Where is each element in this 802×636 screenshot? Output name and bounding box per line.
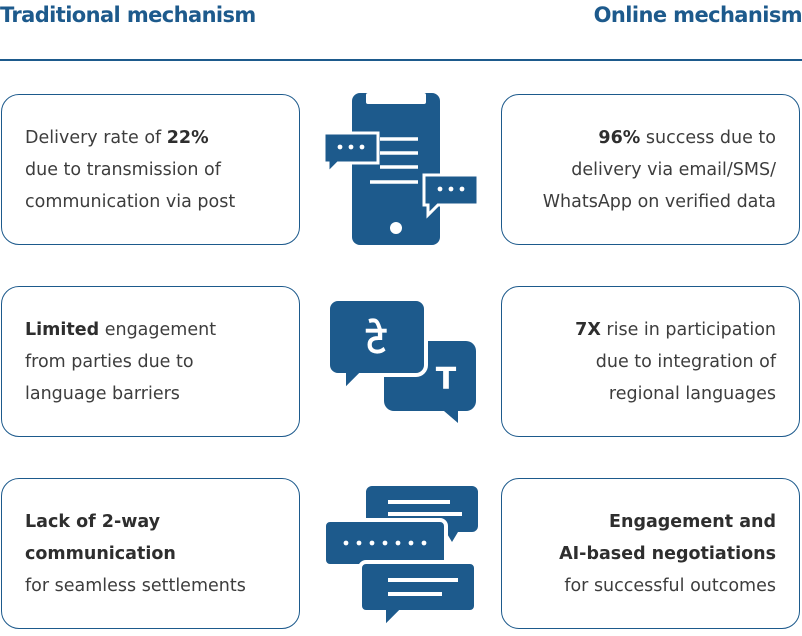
traditional-communication-text: Lack of 2-way communication for seamless… [25,511,246,596]
traditional-language-text: Limited engagement from parties due to l… [25,319,217,404]
header-divider [0,59,802,61]
online-language-box: 7X rise in participation due to integrat… [501,286,800,437]
traditional-communication-box: Lack of 2-way communication for seamless… [1,478,300,629]
online-negotiation-text: Engagement and AI-based negotiations for… [559,511,776,596]
traditional-heading: Traditional mechanism [0,3,256,27]
online-delivery-text: 96% success due to delivery via email/SM… [542,127,776,212]
phone-chat-icon [322,91,480,247]
online-delivery-box: 96% success due to delivery via email/SM… [501,94,800,245]
conversation-bubbles-icon [322,480,480,636]
traditional-delivery-text: Delivery rate of 22% due to transmission… [25,127,236,212]
online-language-text: 7X rise in participation due to integrat… [575,319,776,404]
online-heading: Online mechanism [593,3,802,27]
success-rate-value: 96% [598,127,641,148]
delivery-rate-value: 22% [166,127,209,148]
online-negotiation-box: Engagement and AI-based negotiations for… [501,478,800,629]
translate-chat-icon: टे T [322,291,480,447]
participation-rise-value: 7X [575,319,601,340]
traditional-delivery-box: Delivery rate of 22% due to transmission… [1,94,300,245]
traditional-language-box: Limited engagement from parties due to l… [1,286,300,437]
latin-glyph: T [436,362,457,397]
hindi-glyph: टे [365,318,387,362]
